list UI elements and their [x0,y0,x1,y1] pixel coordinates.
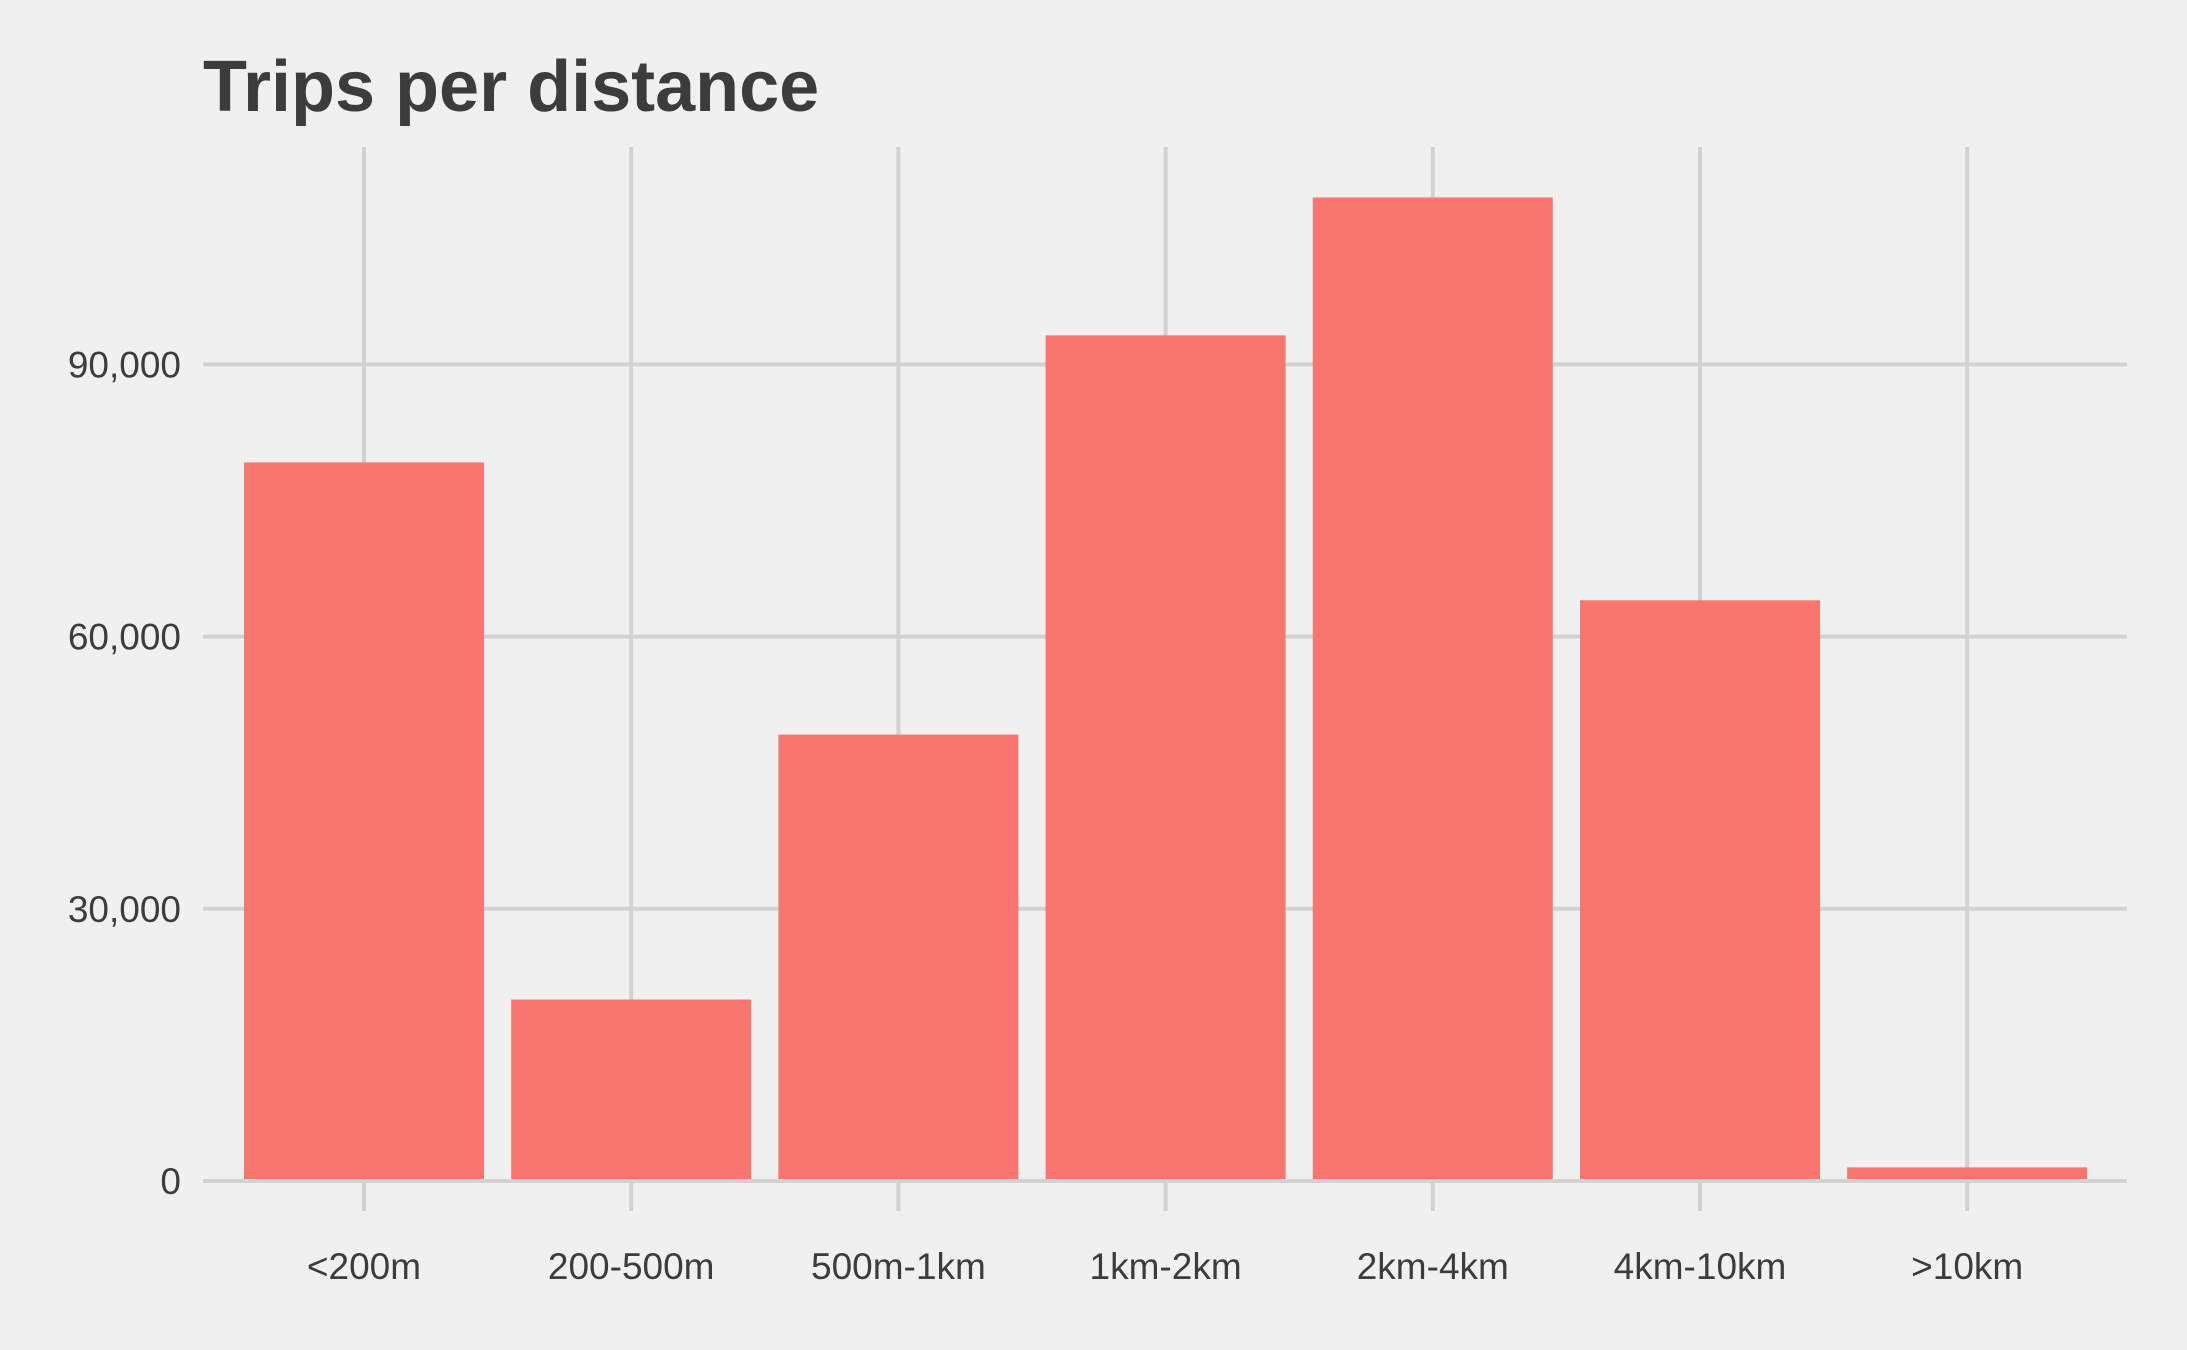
x-tick-label: <200m [307,1246,421,1287]
axes: 0 30,000 60,000 90,000 <200m 200-500m 500m-1km… [68,344,2127,1287]
x-tick-label: 1km-2km [1090,1246,1242,1287]
bar [778,734,1019,1181]
chart-title: Trips per distance [203,47,820,127]
bar [1045,335,1286,1181]
x-tick-label: >10km [1911,1246,2023,1287]
bar [244,462,484,1182]
x-tick-label: 2km-4km [1357,1246,1509,1287]
bars [244,197,2088,1182]
x-tick-label: 200-500m [548,1246,715,1287]
bar [1312,197,1553,1181]
y-tick-label: 30,000 [68,889,181,930]
y-tick-label: 60,000 [68,617,181,658]
x-tick-label: 4km-10km [1614,1246,1787,1287]
bar [1847,1167,2088,1181]
x-tick-label: 500m-1km [811,1246,986,1287]
y-tick-label: 0 [160,1161,181,1202]
y-tick-label: 90,000 [68,344,181,385]
bar [1580,600,1820,1181]
bar [511,999,752,1181]
